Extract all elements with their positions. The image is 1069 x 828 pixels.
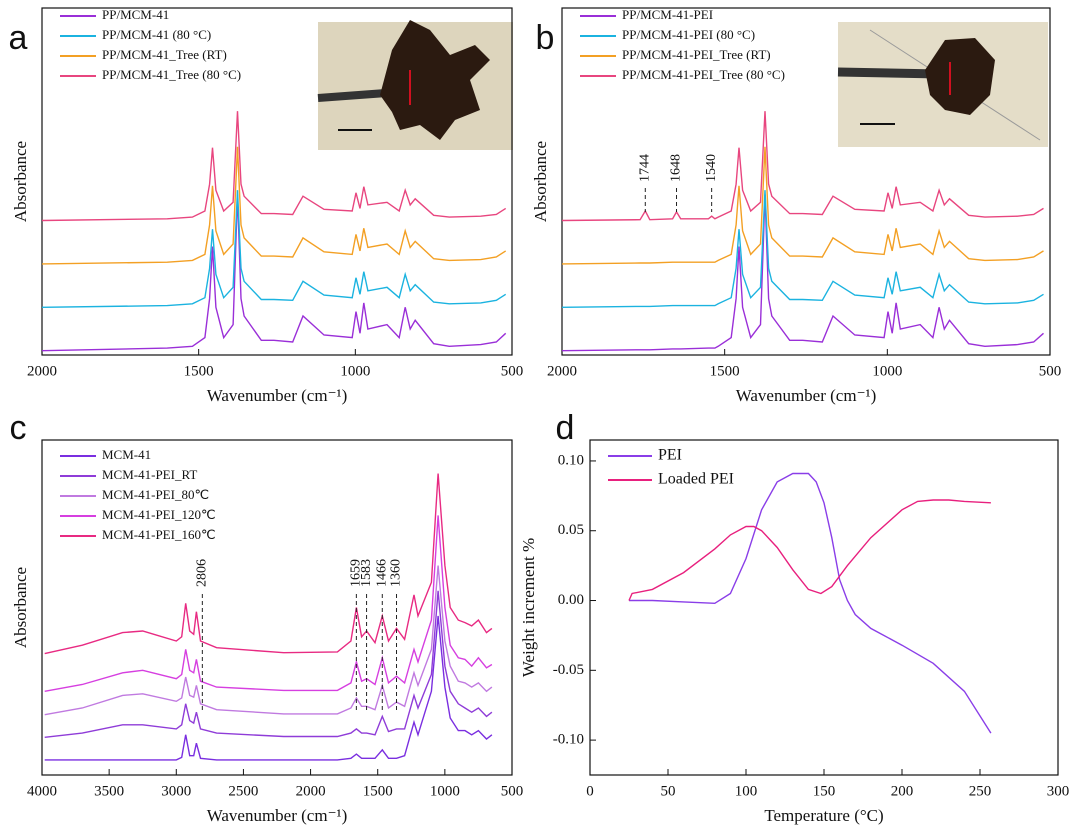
series-line — [41, 111, 507, 222]
panel: d 0 50 100 150 200 250 300 0.10 0.05 0.00 -0.05 -0.1… — [519, 409, 1069, 825]
y-tick-label: 0.10 — [558, 452, 584, 468]
series-line — [629, 472, 992, 734]
x-axis-title: Wavenumber (cm⁻¹) — [207, 806, 348, 825]
x-tick-label: 3000 — [161, 783, 191, 799]
legend-label: PP/MCM-41-PEI — [622, 7, 713, 22]
legend-label: MCM-41-PEI_RT — [102, 467, 197, 482]
annotation-label: 1744 — [638, 154, 653, 182]
series-line — [561, 111, 1044, 222]
legend-label: Loaded PEI — [658, 471, 734, 488]
legend-label: PP/MCM-41_Tree (RT) — [102, 47, 227, 62]
x-tick-label: 150 — [813, 783, 836, 799]
y-tick-label: -0.10 — [553, 732, 584, 748]
annotation-label: 1648 — [669, 154, 684, 182]
x-tick-label: 1500 — [363, 783, 393, 799]
series-line — [561, 146, 1044, 265]
legend-label: MCM-41-PEI_80℃ — [102, 487, 209, 502]
legend-label: MCM-41 — [102, 447, 151, 462]
x-tick-label: 2000 — [27, 363, 57, 379]
legend-label: MCM-41-PEI_160℃ — [102, 527, 216, 542]
panel-letter: d — [556, 409, 575, 447]
series-line — [44, 590, 493, 738]
x-tick-label: 2500 — [228, 783, 258, 799]
panel-letter: b — [536, 19, 555, 57]
x-axis-title: Wavenumber (cm⁻¹) — [207, 386, 348, 405]
y-axis-title: Absorbance — [531, 141, 550, 222]
annotation-label: 1659 — [349, 559, 364, 587]
y-axis-title: Absorbance — [11, 567, 30, 648]
series-line — [561, 194, 1044, 352]
y-tick-label: 0.00 — [558, 592, 584, 608]
series-line — [628, 499, 991, 601]
annotation-label: 1540 — [704, 154, 719, 182]
annotation-label: 2806 — [195, 559, 210, 587]
annotation-label: 1583 — [359, 559, 374, 587]
legend-label: PP/MCM-41-PEI (80 °C) — [622, 27, 755, 42]
x-tick-label: 200 — [891, 783, 914, 799]
x-tick-label: 2000 — [547, 363, 577, 379]
x-tick-label: 0 — [586, 783, 594, 799]
inset-photo-b — [837, 22, 1048, 147]
panel: c 4000 3500 3000 2500 2000 1500 1000 500 Wavenumb… — [10, 409, 524, 825]
x-tick-label: 100 — [735, 783, 758, 799]
x-tick-label: 50 — [661, 783, 676, 799]
y-axis-title: Weight increment % — [519, 538, 538, 677]
legend-label: MCM-41-PEI_120℃ — [102, 507, 216, 522]
legend-label: PEI — [658, 447, 682, 464]
x-tick-label: 1000 — [340, 363, 370, 379]
plot-frame — [589, 439, 1059, 776]
legend-label: PP/MCM-41 (80 °C) — [102, 27, 211, 42]
x-tick-label: 2000 — [296, 783, 326, 799]
panel-letter: c — [10, 409, 27, 447]
plot-frame — [41, 439, 513, 776]
legend-label: PP/MCM-41-PEI_Tree (80 °C) — [622, 67, 785, 82]
x-tick-label: 1000 — [872, 363, 902, 379]
panel: b 2000 1500 1000 500 Wavenumber (cm⁻¹) Absorba… — [531, 7, 1061, 405]
plot-frame — [561, 7, 1051, 356]
plot-frame — [41, 7, 513, 356]
legend-label: PP/MCM-41 — [102, 7, 169, 22]
y-axis-title: Absorbance — [11, 141, 30, 222]
y-tick-label: -0.05 — [553, 662, 584, 678]
legend-label: PP/MCM-41-PEI_Tree (RT) — [622, 47, 771, 62]
x-tick-label: 1500 — [184, 363, 214, 379]
x-tick-label: 4000 — [27, 783, 57, 799]
series-line — [41, 146, 507, 265]
x-tick-label: 500 — [1039, 363, 1062, 379]
x-tick-label: 3500 — [94, 783, 124, 799]
x-tick-label: 250 — [969, 783, 992, 799]
x-axis-title: Wavenumber (cm⁻¹) — [736, 386, 877, 405]
series-line — [41, 194, 507, 352]
x-axis-title: Temperature (°C) — [764, 806, 883, 825]
panel: a 2000 1500 1000 500 Wavenumber (cm⁻¹) Absorba… — [9, 7, 524, 405]
annotation-label: 1360 — [389, 559, 404, 587]
x-tick-label: 500 — [501, 783, 524, 799]
legend-label: PP/MCM-41_Tree (80 °C) — [102, 67, 241, 82]
series-line — [44, 615, 493, 761]
panel-letter: a — [9, 19, 28, 57]
x-tick-label: 300 — [1047, 783, 1069, 799]
series-line — [561, 190, 1044, 308]
x-tick-label: 500 — [501, 363, 524, 379]
inset-photo-a — [317, 20, 513, 150]
series-line — [41, 190, 507, 308]
x-tick-label: 1500 — [710, 363, 740, 379]
y-tick-label: 0.05 — [558, 522, 584, 538]
annotation-label: 1466 — [374, 559, 389, 587]
x-tick-label: 1000 — [430, 783, 460, 799]
